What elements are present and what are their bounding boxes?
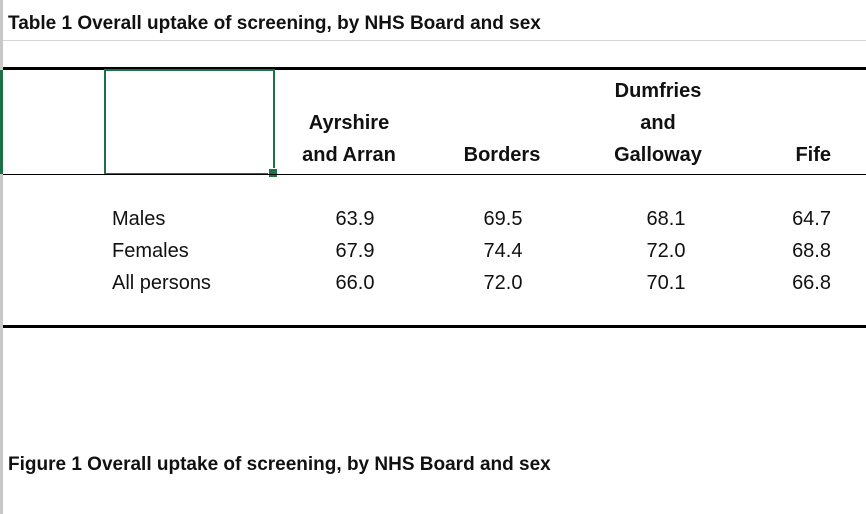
table-cell[interactable]: 63.9 — [300, 204, 410, 234]
table-cell[interactable]: 69.5 — [448, 204, 558, 234]
table-row-females: Females 67.9 74.4 72.0 68.8 — [0, 236, 866, 266]
row-label[interactable]: All persons — [112, 268, 211, 298]
column-header-line: Galloway — [614, 139, 702, 171]
table-cell[interactable]: 64.7 — [740, 204, 831, 234]
fill-handle[interactable] — [268, 168, 278, 178]
row-label[interactable]: Females — [112, 236, 189, 266]
table-row-males: Males 63.9 69.5 68.1 64.7 — [0, 204, 866, 234]
column-header-line: Borders — [464, 139, 541, 171]
row-selection-indicator — [0, 70, 3, 174]
title-divider — [3, 40, 866, 41]
figure-title[interactable]: Figure 1 Overall uptake of screening, by… — [8, 454, 551, 476]
table-cell[interactable]: 67.9 — [300, 236, 410, 266]
column-header-ayrshire-and-arran[interactable]: Ayrshire and Arran — [280, 78, 418, 171]
column-header-line: and — [614, 107, 702, 139]
column-header-line: Fife — [795, 139, 831, 171]
table-cell[interactable]: 66.0 — [300, 268, 410, 298]
table-cell[interactable]: 72.0 — [611, 236, 721, 266]
table-title[interactable]: Table 1 Overall uptake of screening, by … — [8, 13, 541, 35]
column-header-line: Ayrshire — [302, 107, 396, 139]
table-cell[interactable]: 72.0 — [448, 268, 558, 298]
table-cell[interactable]: 68.8 — [740, 236, 831, 266]
table-cell[interactable]: 70.1 — [611, 268, 721, 298]
column-header-line: and Arran — [302, 139, 396, 171]
table-cell[interactable]: 74.4 — [448, 236, 558, 266]
table-cell[interactable]: 66.8 — [740, 268, 831, 298]
table-row-all-persons: All persons 66.0 72.0 70.1 66.8 — [0, 268, 866, 298]
column-header-borders[interactable]: Borders — [433, 78, 571, 171]
column-header-dumfries-and-galloway[interactable]: Dumfries and Galloway — [588, 78, 728, 171]
table-cell[interactable]: 68.1 — [611, 204, 721, 234]
table-bottom-border — [3, 325, 866, 328]
row-label[interactable]: Males — [112, 204, 165, 234]
column-header-fife[interactable]: Fife — [740, 78, 831, 171]
header-divider — [3, 174, 866, 175]
selected-cell[interactable] — [104, 69, 275, 175]
column-header-line: Dumfries — [614, 75, 702, 107]
